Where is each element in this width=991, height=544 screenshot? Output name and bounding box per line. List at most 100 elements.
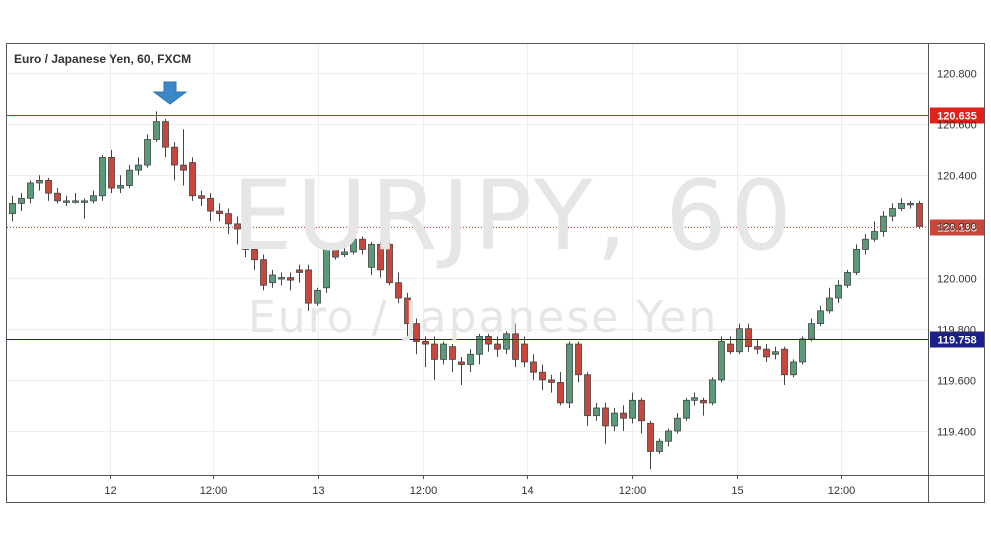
x-tick-label: 12 (104, 485, 116, 497)
candle (180, 129, 187, 186)
y-tick-label: 119.600 (937, 376, 976, 388)
x-tick-label: 12:00 (619, 485, 647, 497)
candle-body (647, 422, 654, 452)
candle-body (503, 333, 510, 350)
candle-body (665, 430, 672, 442)
candle-body (880, 215, 887, 232)
candle (503, 331, 510, 355)
candle (880, 211, 887, 237)
candle-body (898, 203, 905, 209)
candle-body (458, 361, 465, 365)
down-arrow-icon (152, 81, 188, 105)
candle-body (18, 197, 25, 204)
candle (718, 336, 725, 383)
candle (521, 336, 528, 368)
candle (305, 264, 312, 311)
candle-body (81, 200, 88, 203)
candle (647, 420, 654, 470)
candle (656, 438, 663, 455)
candle (781, 346, 788, 385)
candle (36, 175, 43, 191)
candle (27, 180, 34, 204)
candle-body (611, 412, 618, 427)
x-tick-label: 14 (521, 485, 533, 497)
axes: 120.800 120.600 120.400 120.200 120.000 119.8… (104, 69, 976, 498)
candle (395, 272, 402, 304)
candle (359, 236, 366, 255)
candle (260, 254, 267, 291)
candle (835, 280, 842, 304)
chart-title: Euro / Japanese Yen, 60, FXCM (14, 52, 192, 66)
candle-body (63, 200, 70, 203)
candle-body (683, 399, 690, 419)
candle-body (808, 323, 815, 340)
candle (709, 377, 716, 406)
candle (216, 203, 223, 222)
y-tick-label: 120.000 (937, 274, 977, 286)
candle (458, 356, 465, 385)
candles (9, 111, 923, 470)
candle (153, 111, 160, 143)
candle (826, 287, 833, 314)
candle (817, 305, 824, 327)
candle (377, 241, 384, 278)
candle-body (512, 333, 519, 360)
candle-body (871, 231, 878, 240)
y-tick-label: 120.200 (937, 222, 977, 234)
candle (557, 372, 564, 406)
candle (9, 195, 16, 222)
candle-body (476, 335, 483, 355)
x-tick-label: 15 (731, 485, 743, 497)
candle-body (350, 238, 357, 253)
candle (674, 413, 681, 434)
x-tick-label: 12:00 (828, 485, 856, 497)
candle (808, 318, 815, 342)
candle (799, 336, 806, 365)
candle-body (189, 162, 196, 197)
candle (449, 344, 456, 373)
candle (584, 372, 591, 426)
candle-body (736, 328, 743, 353)
candle (108, 149, 115, 194)
candle-body (709, 379, 716, 404)
candle-body (718, 341, 725, 381)
candle (566, 341, 573, 408)
candle-body (530, 361, 537, 373)
candle-body (602, 407, 609, 427)
candle (287, 272, 294, 291)
candle (126, 165, 133, 189)
candle-body (162, 121, 169, 148)
candle-body (575, 343, 582, 376)
candle (251, 244, 258, 270)
candle (242, 228, 249, 258)
candle-body (674, 417, 681, 432)
candle-body (745, 328, 752, 348)
candle (638, 397, 645, 434)
candle-body (9, 203, 16, 215)
candle (745, 323, 752, 352)
candle (440, 341, 447, 365)
candle (72, 193, 79, 204)
candle-body (557, 382, 564, 404)
candle-body (656, 440, 663, 452)
candle (171, 142, 178, 181)
candle-body (99, 156, 106, 197)
candle-body (108, 156, 115, 189)
y-tick-label: 119.800 (937, 325, 976, 337)
candle (467, 349, 474, 373)
candle (530, 354, 537, 380)
arrow-down-icon (152, 81, 188, 105)
candle-body (494, 343, 501, 350)
candle-body (584, 374, 591, 417)
candle (278, 272, 285, 286)
candle (350, 234, 357, 255)
candle (754, 338, 761, 355)
candle (45, 177, 52, 201)
last-price-badge (930, 219, 984, 236)
x-tick-label: 12:00 (410, 485, 438, 497)
candle (907, 200, 914, 209)
candle (323, 244, 330, 293)
candle (422, 336, 429, 368)
candle-body (700, 399, 707, 404)
candle (269, 269, 276, 288)
